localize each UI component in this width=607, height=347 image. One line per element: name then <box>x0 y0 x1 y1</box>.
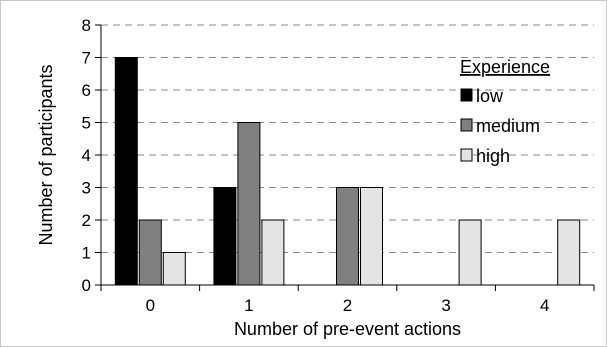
x-tick-label: 1 <box>244 296 253 315</box>
x-tick-label: 0 <box>146 296 155 315</box>
y-tick-label: 7 <box>82 49 91 68</box>
bar-medium <box>237 122 261 286</box>
legend-swatch-high <box>460 148 473 162</box>
legend-label-high: high <box>476 146 510 166</box>
legend-label-medium: medium <box>476 116 540 136</box>
y-tick-label: 2 <box>82 211 91 230</box>
bar-high <box>557 219 581 286</box>
y-tick-label: 5 <box>82 114 91 133</box>
x-tick-labels: 0 1 2 3 4 <box>100 285 595 315</box>
legend-label-low: low <box>476 86 504 106</box>
bars <box>114 57 581 286</box>
x-tick-label: 3 <box>441 296 450 315</box>
x-tick-label: 4 <box>540 296 549 315</box>
legend-title: Experience <box>460 57 550 77</box>
y-tick-labels: 0 1 2 3 4 5 6 7 8 <box>82 16 101 295</box>
x-axis-title: Number of pre-event actions <box>234 319 461 339</box>
bar-high <box>458 219 482 286</box>
legend-swatch-low <box>460 88 473 102</box>
bar-high <box>162 252 186 286</box>
y-tick-label: 1 <box>82 244 91 263</box>
y-axis-title: Number of participants <box>36 64 56 245</box>
y-tick-label: 8 <box>82 16 91 35</box>
legend: Experience low medium high <box>460 57 550 166</box>
y-tick-label: 0 <box>82 276 91 295</box>
bar-high <box>360 187 383 286</box>
y-tick-label: 4 <box>82 146 91 165</box>
y-tick-label: 3 <box>82 179 91 198</box>
bar-low <box>114 57 138 286</box>
bar-high <box>261 219 285 286</box>
legend-items: low medium high <box>460 86 540 166</box>
x-tick-label: 2 <box>343 296 352 315</box>
bar-medium <box>138 219 162 286</box>
bar-low <box>213 187 237 286</box>
legend-swatch-medium <box>460 118 473 132</box>
bar-medium <box>336 187 359 286</box>
y-tick-label: 6 <box>82 81 91 100</box>
